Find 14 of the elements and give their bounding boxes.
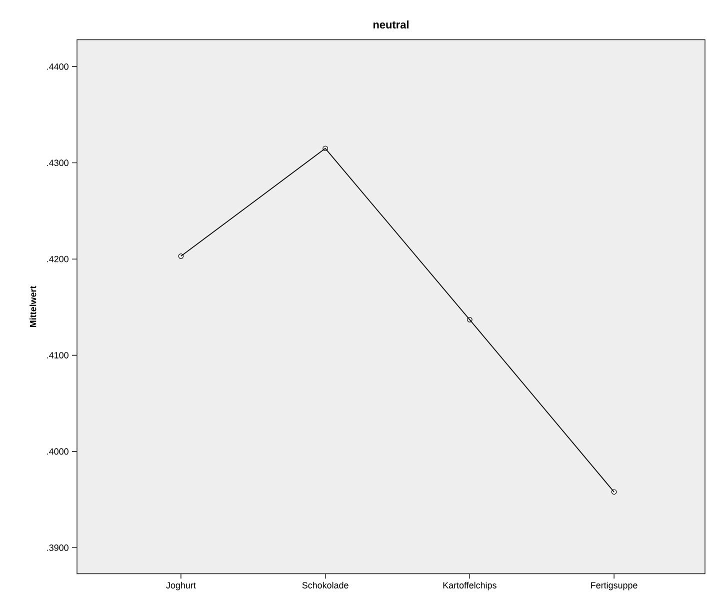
point xyxy=(466,316,472,322)
x-tick-label: Schokolade xyxy=(302,582,348,588)
y-tick-label: .4100 xyxy=(47,352,68,358)
y-tick-label: .4400 xyxy=(47,63,68,70)
point xyxy=(322,146,328,152)
x-tick-label: Joghurt xyxy=(166,582,196,590)
y-tick-label: .4000 xyxy=(47,448,68,455)
y-tick-label: .3900 xyxy=(47,544,68,551)
y-tick-label: .4200 xyxy=(47,256,68,262)
x-tick-label: Fertigsuppe xyxy=(591,582,638,590)
x-tick-label: Kartoffelchips xyxy=(443,582,496,590)
chart-title: neutral xyxy=(373,20,408,29)
y-tick-label: .4300 xyxy=(47,160,68,166)
y-axis-title: Mittelwert xyxy=(30,286,36,328)
